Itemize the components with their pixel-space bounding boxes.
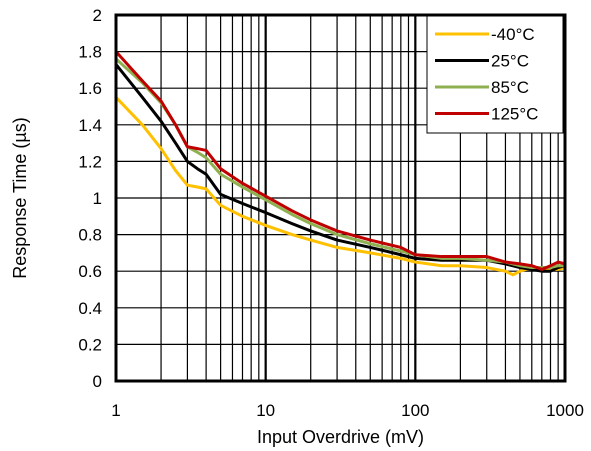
y-tick-label: 0	[93, 372, 102, 391]
x-tick-label: 1000	[546, 401, 584, 420]
y-tick-label: 0.8	[78, 226, 102, 245]
y-axis-title: Response Time (µs)	[10, 117, 30, 278]
y-tick-label: 1.2	[78, 152, 102, 171]
y-tick-label: 1.4	[78, 116, 102, 135]
y-tick-label: 1.6	[78, 79, 102, 98]
y-tick-label: 0.6	[78, 262, 102, 281]
legend-label: 85°C	[491, 78, 529, 97]
tick-labels: 0 0.2 0.4 0.6 0.8 1 1.2 1.4 1.6 1.8 2 1 10 100 1000	[78, 6, 584, 420]
x-axis-title: Input Overdrive (mV)	[257, 427, 424, 447]
y-tick-label: 1.8	[78, 43, 102, 62]
legend-label: 125°C	[491, 105, 538, 124]
legend-label: -40°C	[491, 25, 535, 44]
y-tick-label: 0.2	[78, 335, 102, 354]
series-line-1	[114, 63, 566, 273]
legend-label: 25°C	[491, 52, 529, 71]
x-tick-label: 10	[256, 401, 275, 420]
y-tick-label: 0.4	[78, 299, 102, 318]
x-tick-label: 1	[111, 401, 120, 420]
legend: -40°C 25°C 85°C 125°C	[426, 15, 564, 134]
x-tick-label: 100	[401, 401, 429, 420]
y-tick-label: 1	[93, 189, 102, 208]
plot-frame	[114, 13, 567, 383]
series-lines	[114, 50, 566, 277]
series-line-3	[114, 50, 566, 271]
y-tick-label: 2	[93, 6, 102, 25]
